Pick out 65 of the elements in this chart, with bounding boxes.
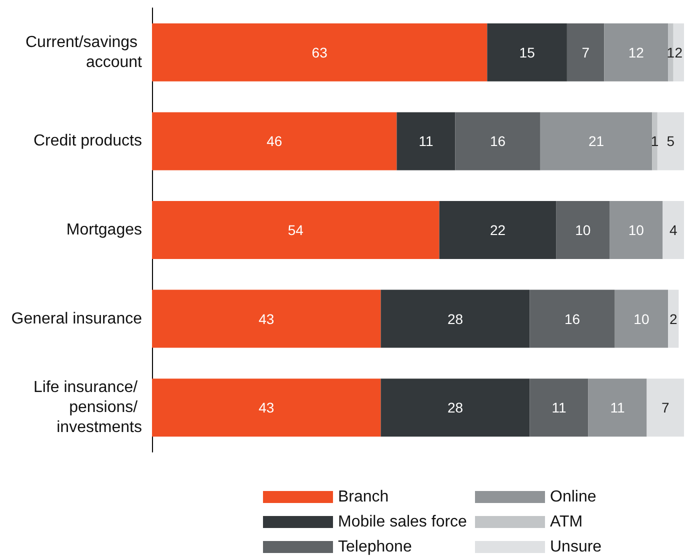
data-label: 46 — [266, 133, 282, 150]
bar — [657, 112, 684, 170]
bar — [439, 201, 556, 259]
y-tick-label: Life insurance/ pensions/ investments — [33, 379, 142, 436]
bar — [604, 23, 668, 82]
bar — [668, 23, 674, 82]
bar — [588, 378, 647, 437]
data-label: 10 — [628, 222, 644, 238]
data-label: 22 — [490, 222, 506, 238]
legend-label: ATM — [550, 514, 583, 530]
legend-label: Branch — [338, 488, 389, 506]
bar — [455, 112, 540, 170]
legend-label: Telephone — [338, 538, 412, 556]
data-label: 1 — [650, 133, 659, 150]
bar — [662, 201, 684, 259]
y-tick-label: General insurance — [11, 310, 142, 328]
data-label: 5 — [666, 133, 675, 150]
data-label: 21 — [588, 133, 604, 150]
bar — [566, 23, 604, 82]
bar — [396, 112, 456, 170]
legend-label: Online — [550, 488, 596, 506]
legend-label: Unsure — [550, 538, 602, 556]
data-label: 10 — [634, 310, 650, 327]
bar — [152, 290, 381, 348]
data-label: 7 — [661, 400, 670, 416]
bar — [646, 378, 684, 437]
y-tick-label: Mortgages — [66, 222, 142, 238]
legend-label: Mobile sales force — [338, 514, 468, 530]
y-tick-label: Current/savings account — [26, 34, 143, 71]
data-label: 11 — [552, 400, 566, 416]
data-label: 12 — [628, 44, 644, 60]
bar — [152, 23, 488, 82]
data-label: 28 — [447, 400, 464, 416]
data-label: 28 — [447, 310, 464, 327]
data-label: 2 — [669, 310, 678, 327]
data-label: 63 — [312, 44, 328, 60]
data-label: 16 — [564, 310, 580, 327]
data-label: 4 — [669, 222, 678, 238]
bar — [152, 378, 381, 437]
data-label: 11 — [418, 133, 434, 150]
data-label: 2 — [674, 44, 683, 60]
bar — [530, 290, 615, 348]
bar — [614, 290, 668, 348]
bar — [152, 201, 440, 259]
data-label: 11 — [610, 400, 625, 416]
data-label: 10 — [575, 222, 591, 238]
bar — [530, 378, 588, 437]
data-label: 15 — [519, 44, 536, 60]
data-label: 1 — [666, 44, 675, 60]
data-label: 54 — [288, 222, 304, 238]
data-label: 7 — [582, 44, 590, 60]
bar — [610, 201, 663, 259]
bar — [152, 112, 397, 170]
y-tick-label: Credit products — [34, 132, 142, 150]
bar — [652, 112, 658, 170]
data-label: 16 — [490, 133, 506, 150]
bar — [668, 290, 679, 348]
data-label: 43 — [258, 400, 274, 416]
bar — [556, 201, 610, 259]
bar — [673, 23, 684, 82]
data-label: 43 — [258, 310, 274, 327]
bar — [540, 112, 652, 170]
bar — [380, 378, 530, 437]
bar — [487, 23, 567, 82]
bar — [380, 290, 530, 348]
